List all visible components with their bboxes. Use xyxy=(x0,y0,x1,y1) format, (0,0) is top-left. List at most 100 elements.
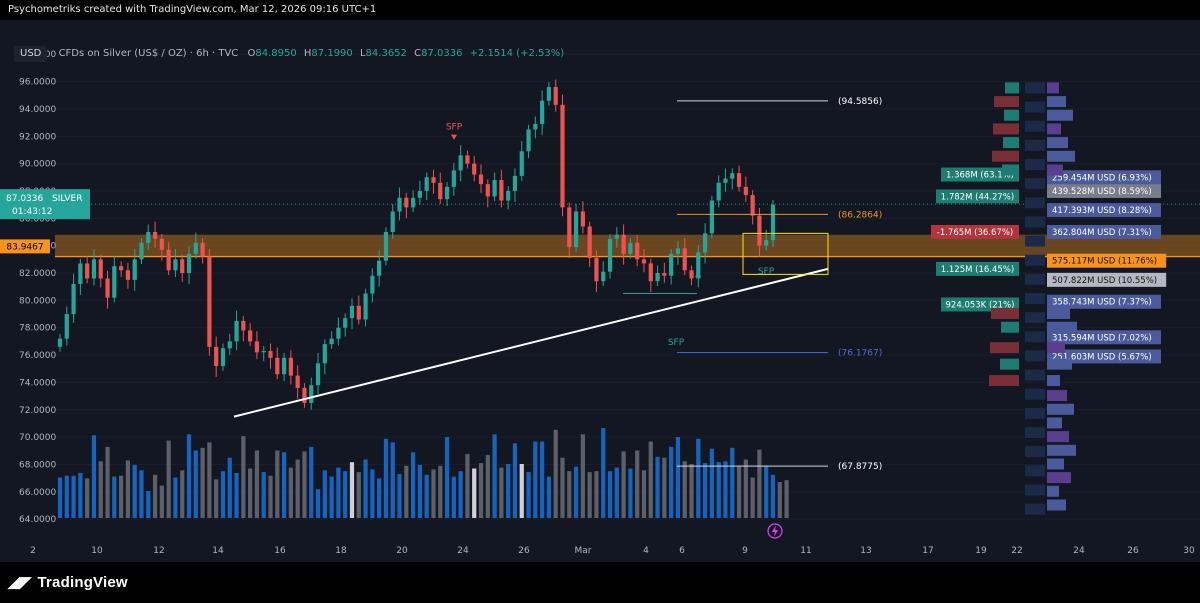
volume-bar xyxy=(635,450,640,518)
profile-cell xyxy=(1047,390,1067,402)
candle-body xyxy=(553,87,558,105)
profile-box xyxy=(1047,224,1161,239)
volume-bar xyxy=(410,452,416,518)
x-tick-label: 4 xyxy=(643,546,649,556)
volume-bar xyxy=(540,441,545,518)
candle-body xyxy=(709,200,714,234)
volume-bar xyxy=(431,469,436,518)
candle-body xyxy=(417,190,423,198)
y-tick-label: 66.0000 xyxy=(19,488,56,498)
volume-bar xyxy=(478,463,484,518)
candle-body xyxy=(356,305,361,320)
volume-bar xyxy=(132,464,137,518)
volume-bar xyxy=(85,478,90,518)
x-tick-label: 10 xyxy=(91,546,103,556)
volume-bar xyxy=(757,449,762,518)
x-tick-label: 14 xyxy=(212,546,224,556)
current-level-text: 83.9467 xyxy=(6,242,43,252)
delta-cell xyxy=(1002,164,1019,176)
volume-bar xyxy=(112,476,117,518)
volume-bar xyxy=(71,475,76,518)
sfp-label: SFP xyxy=(446,123,463,133)
chart-svg[interactable]: 98.000096.000094.000092.000090.000088.00… xyxy=(0,20,1200,562)
profile-label: 358.743M USD (7.37%) xyxy=(1052,298,1152,308)
currency-badge[interactable]: USD xyxy=(14,46,48,62)
volume-bar xyxy=(275,450,280,518)
profile-box xyxy=(1047,170,1161,185)
x-tick-label: 2 xyxy=(30,546,36,556)
candle-body xyxy=(227,341,232,349)
volume-bar xyxy=(492,434,497,518)
volume-bar xyxy=(451,476,456,518)
volume-bar xyxy=(458,471,463,518)
volume-bar xyxy=(370,469,375,518)
candle-body xyxy=(431,177,436,183)
price-cell xyxy=(1025,82,1045,94)
profile-cell xyxy=(1047,82,1059,94)
candle-body xyxy=(519,151,524,176)
volume-bar xyxy=(709,448,714,518)
y-tick-label: 96.0000 xyxy=(19,78,56,88)
profile-cell xyxy=(1047,150,1075,162)
volume-bar xyxy=(614,467,619,518)
volume-bar xyxy=(343,471,348,518)
last-price-badge xyxy=(0,189,90,220)
chart-area[interactable]: 98.000096.000094.000092.000090.000088.00… xyxy=(0,20,1200,562)
x-tick-label: 30 xyxy=(1183,546,1195,556)
x-tick-label: 22 xyxy=(1011,546,1022,556)
price-cell xyxy=(1025,101,1045,113)
x-tick-label: 26 xyxy=(1127,546,1139,556)
volume-bar xyxy=(397,473,402,518)
profile-label: 362.804M USD (7.31%) xyxy=(1052,228,1152,238)
candle-body xyxy=(159,238,164,250)
candle-body xyxy=(329,338,334,345)
delta-cell xyxy=(993,123,1019,135)
price-cell xyxy=(1025,120,1045,132)
profile-cell xyxy=(1047,375,1060,387)
y-tick-label: 64.0000 xyxy=(19,515,56,525)
candle-body xyxy=(560,104,565,208)
volume-bar xyxy=(349,462,355,518)
current-level-badge xyxy=(0,239,50,254)
candle-body xyxy=(607,238,613,272)
level-label: (67.8775) xyxy=(838,462,882,472)
volume-bar xyxy=(295,459,300,518)
x-tick-label: 16 xyxy=(274,546,286,556)
candle-body xyxy=(166,249,171,271)
volume-bar xyxy=(146,491,151,518)
volume-bar xyxy=(655,456,660,518)
volume-bar xyxy=(336,467,341,518)
y-tick-label: 82.0000 xyxy=(19,269,56,279)
volume-bar xyxy=(669,446,674,518)
volume-bar xyxy=(64,475,69,518)
volume-bar xyxy=(702,463,708,518)
x-tick-label: 24 xyxy=(1073,546,1085,556)
candle-body xyxy=(234,320,239,342)
volume-bar xyxy=(152,474,158,518)
candle-body xyxy=(573,211,579,248)
candle-body xyxy=(702,233,708,253)
candle-body xyxy=(485,184,490,197)
volume-bar xyxy=(268,475,273,518)
candle-body xyxy=(125,270,131,280)
profile-label: 507.822M USD (10.55%) xyxy=(1052,276,1157,286)
candle-body xyxy=(370,275,375,294)
trendline xyxy=(233,267,829,418)
volume-bar xyxy=(628,468,633,518)
volume-bar xyxy=(465,454,470,518)
candle-body xyxy=(478,174,484,185)
volume-bar xyxy=(383,438,389,518)
candle-body xyxy=(594,257,599,282)
delta-cell xyxy=(1001,321,1019,333)
volume-bar xyxy=(499,467,504,518)
candle-body xyxy=(173,259,178,271)
tradingview-logo[interactable]: ◢◤ TradingView xyxy=(8,573,128,591)
delta-box xyxy=(941,167,1019,182)
candle-body xyxy=(472,163,477,175)
volume-bar xyxy=(119,475,124,518)
candle-body xyxy=(696,252,701,279)
profile-cell xyxy=(1047,321,1077,333)
y-tick-label: 76.0000 xyxy=(19,351,56,361)
candle-body xyxy=(207,256,212,347)
x-tick-label: 17 xyxy=(922,546,933,556)
